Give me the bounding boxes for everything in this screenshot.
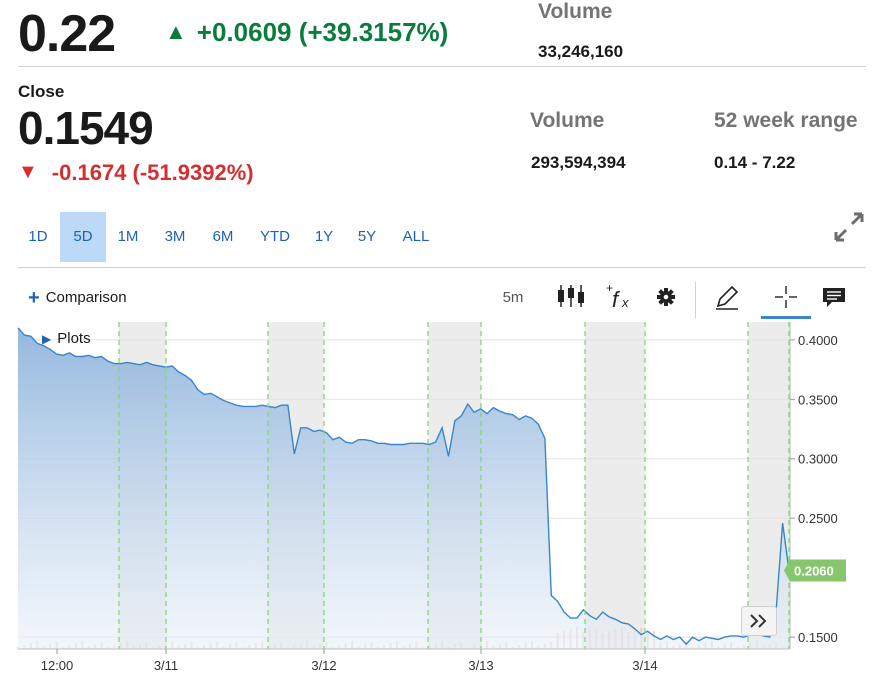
range-1d-button[interactable]: 1D [28, 228, 48, 245]
crosshair-icon [775, 286, 797, 308]
play-triangle-icon: ▶ [42, 332, 52, 346]
x-tick-label: 3/12 [311, 658, 336, 673]
comment-icon [823, 288, 845, 307]
y-tick-label: 0.2500 [798, 511, 838, 526]
week-range-value: 0.14 - 7.22 [714, 153, 796, 172]
price-change-up: ▲ +0.0609 (+39.3157%) [165, 14, 448, 50]
scroll-to-latest-button[interactable] [741, 606, 777, 636]
function-icon: + f x [606, 281, 629, 312]
indicators-button[interactable]: + f x [604, 281, 634, 313]
svg-text:x: x [621, 295, 629, 310]
x-tick-label: 12:00 [41, 658, 74, 673]
header-divider [18, 66, 866, 67]
x-axis: 12:00 3/11 3/12 3/13 3/14 [41, 649, 658, 673]
volume-label-top: Volume [538, 0, 613, 23]
y-axis: 0.4000 0.3500 0.3000 0.2500 0.1500 [790, 333, 838, 645]
y-tick-label: 0.1500 [798, 630, 838, 645]
annotate-button[interactable] [820, 283, 848, 313]
session-dividers [118, 322, 790, 649]
fast-forward-icon [750, 614, 767, 628]
comparison-button[interactable]: + Comparison [28, 287, 127, 310]
gear-icon [657, 288, 675, 306]
range-1m-button[interactable]: 1M [117, 228, 139, 245]
session-band [585, 322, 645, 649]
volume-label: Volume [530, 109, 605, 132]
last-price-badge: 0.2060 [784, 559, 846, 582]
week-range-label: 52 week range [714, 109, 858, 132]
y-tick-label: 0.3000 [798, 452, 838, 467]
close-label: Close [18, 82, 65, 101]
crosshair-button[interactable] [762, 283, 810, 313]
last-price-badge-bg [784, 559, 846, 582]
range-5y-button[interactable]: 5Y [357, 228, 377, 245]
last-price-badge-text: 0.2060 [794, 564, 834, 579]
range-6m-button[interactable]: 6M [212, 228, 234, 245]
x-tick-label: 3/14 [632, 658, 657, 673]
svg-text:f: f [612, 287, 621, 311]
volume-value: 293,594,394 [531, 153, 626, 172]
price-chart[interactable]: 0.4000 0.3500 0.3000 0.2500 0.1500 12:00 3/11… [0, 322, 884, 678]
plots-label: Plots [57, 330, 91, 347]
down-triangle-icon: ▼ [18, 161, 38, 183]
range-ytd-button[interactable]: YTD [260, 228, 290, 245]
pencil-icon [716, 285, 739, 310]
range-divider [18, 267, 866, 268]
chart-type-button[interactable] [556, 283, 586, 313]
expand-button[interactable] [832, 210, 866, 244]
crosshair-active-indicator [761, 316, 811, 319]
x-tick-label: 3/13 [468, 658, 493, 673]
settings-button[interactable] [652, 283, 680, 313]
volume-value-top: 33,246,160 [538, 42, 624, 61]
price-change-down-text: -0.1674 (-51.9392%) [51, 160, 254, 185]
expand-icon [834, 212, 864, 242]
range-3m-button[interactable]: 3M [164, 228, 186, 245]
range-5d-button[interactable]: 5D [60, 212, 106, 262]
y-tick-label: 0.4000 [798, 333, 838, 348]
last-price: 0.22 [18, 5, 116, 63]
x-tick-label: 3/11 [154, 658, 178, 673]
toolbar-separator [695, 282, 696, 318]
y-tick-label: 0.3500 [798, 392, 838, 407]
plots-toggle[interactable]: ▶ Plots [42, 330, 91, 347]
price-change-down: ▼ -0.1674 (-51.9392%) [18, 158, 254, 187]
interval-button[interactable]: 5m [502, 289, 524, 306]
range-1y-button[interactable]: 1Y [314, 228, 334, 245]
up-triangle-icon: ▲ [165, 19, 187, 44]
price-area [18, 327, 789, 649]
range-all-button[interactable]: ALL [402, 228, 430, 245]
candlestick-icon [558, 285, 584, 307]
svg-text:+: + [606, 283, 613, 295]
comparison-label: Comparison [45, 289, 127, 306]
draw-button[interactable] [712, 283, 742, 313]
price-line [17, 327, 790, 646]
plus-icon: + [28, 287, 40, 309]
price-change-up-text: +0.0609 (+39.3157%) [196, 17, 449, 47]
close-price: 0.1549 [18, 102, 154, 154]
